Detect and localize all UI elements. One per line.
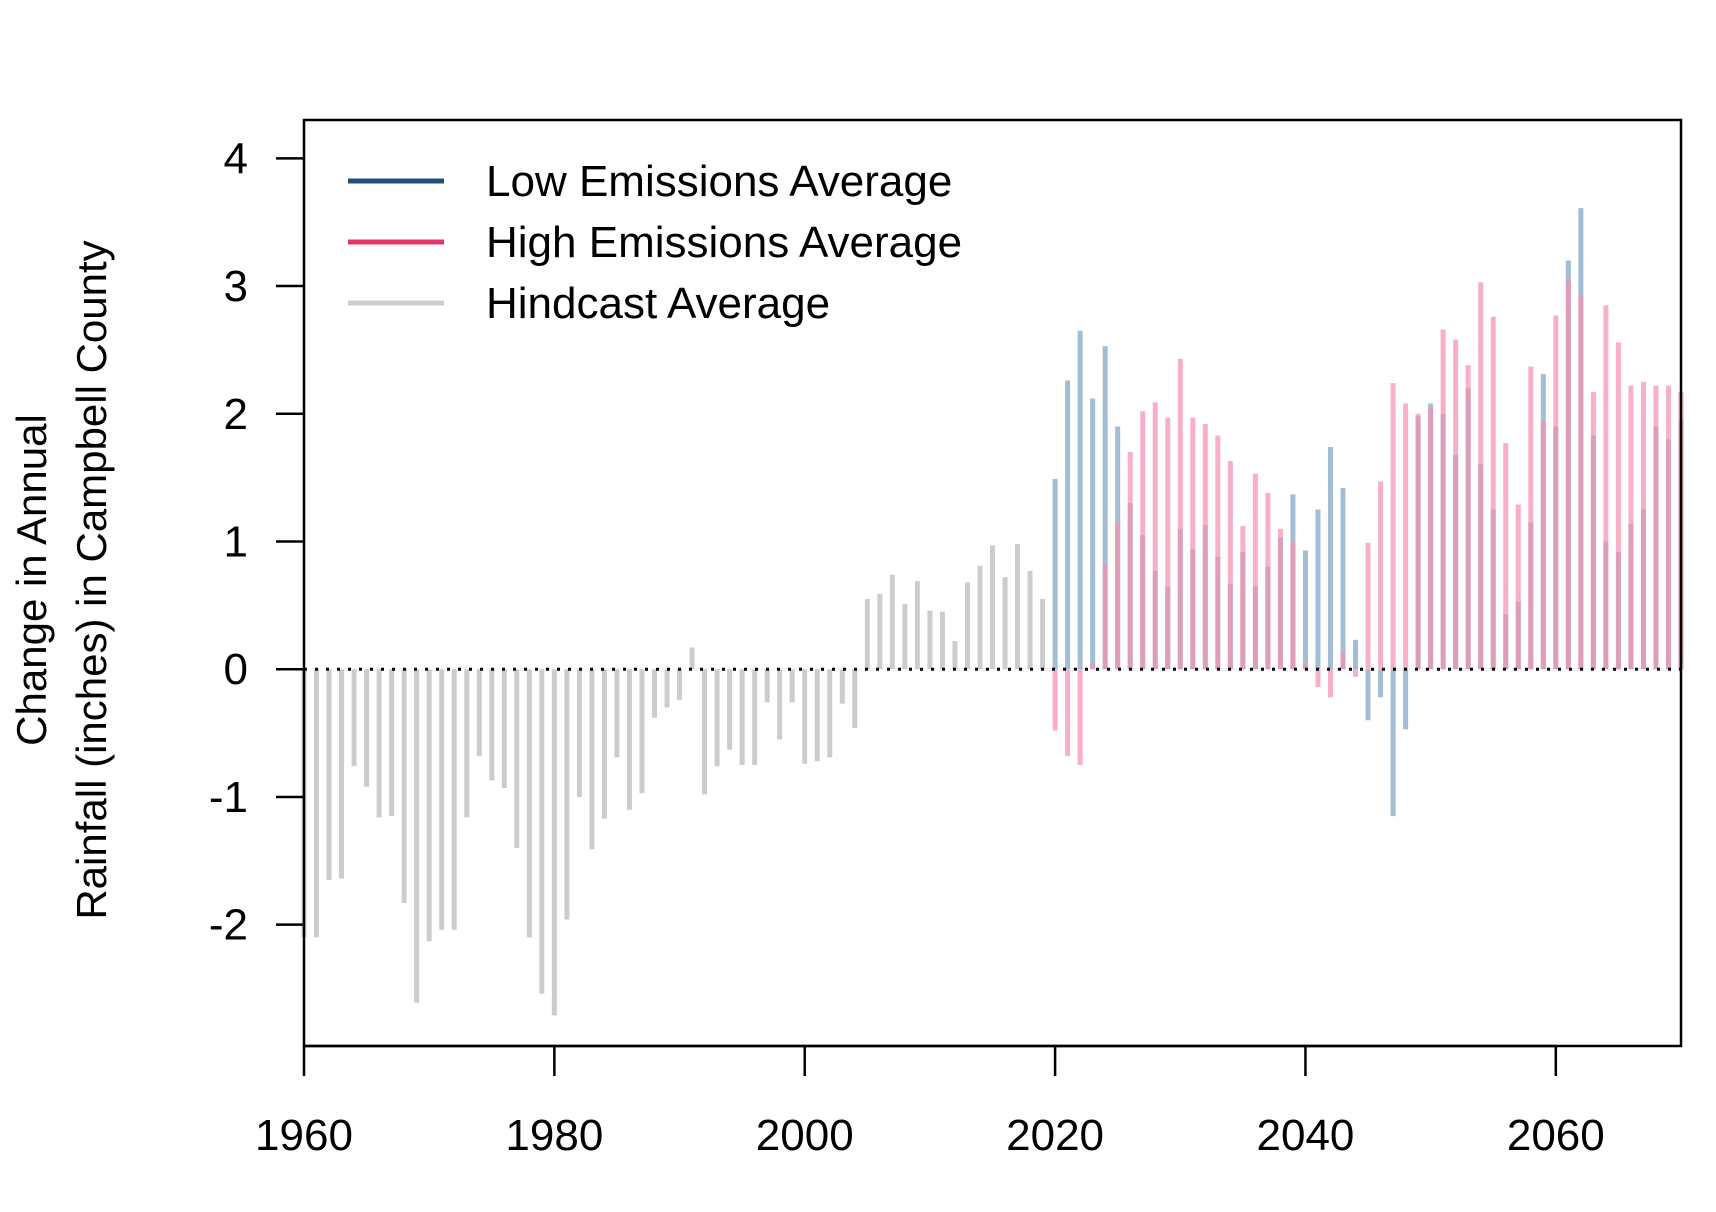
x-tick-label-2020: 2020 — [1006, 1111, 1104, 1160]
x-tick-label-2040: 2040 — [1257, 1111, 1355, 1160]
series-high-emissions-average — [1052, 279, 1684, 766]
x-tick-label-1980: 1980 — [505, 1111, 603, 1160]
x-tick-label-1960: 1960 — [255, 1111, 353, 1160]
legend-label-hindcast: Hindcast Average — [486, 279, 830, 328]
legend-label-high-emissions: High Emissions Average — [486, 218, 962, 267]
y-tick-label-1: 1 — [224, 517, 248, 566]
y-tick-label-3: 3 — [224, 262, 248, 311]
y-tick-label--2: -2 — [209, 901, 248, 950]
bars-layer — [301, 208, 1684, 1016]
y-tick-label--1: -1 — [209, 773, 248, 822]
y-tick-label-4: 4 — [224, 134, 248, 183]
y-axis-title-line1: Change in Annual — [8, 414, 55, 746]
series-low-emissions-average — [1052, 208, 1684, 817]
legend: Low Emissions Average High Emissions Ave… — [348, 157, 962, 328]
y-axis: -2 -1 0 1 2 3 4 — [209, 134, 304, 950]
x-axis: 1960 1980 2000 2020 2040 2060 — [255, 1044, 1605, 1160]
y-tick-label-2: 2 — [224, 390, 248, 439]
x-tick-label-2060: 2060 — [1507, 1111, 1605, 1160]
y-axis-title-line2: Rainfall (inches) in Campbell County — [68, 240, 115, 919]
y-tick-label-0: 0 — [224, 645, 248, 694]
x-tick-label-2000: 2000 — [756, 1111, 854, 1160]
legend-label-low-emissions: Low Emissions Average — [486, 157, 952, 206]
series-hindcast-average — [301, 544, 1046, 1016]
